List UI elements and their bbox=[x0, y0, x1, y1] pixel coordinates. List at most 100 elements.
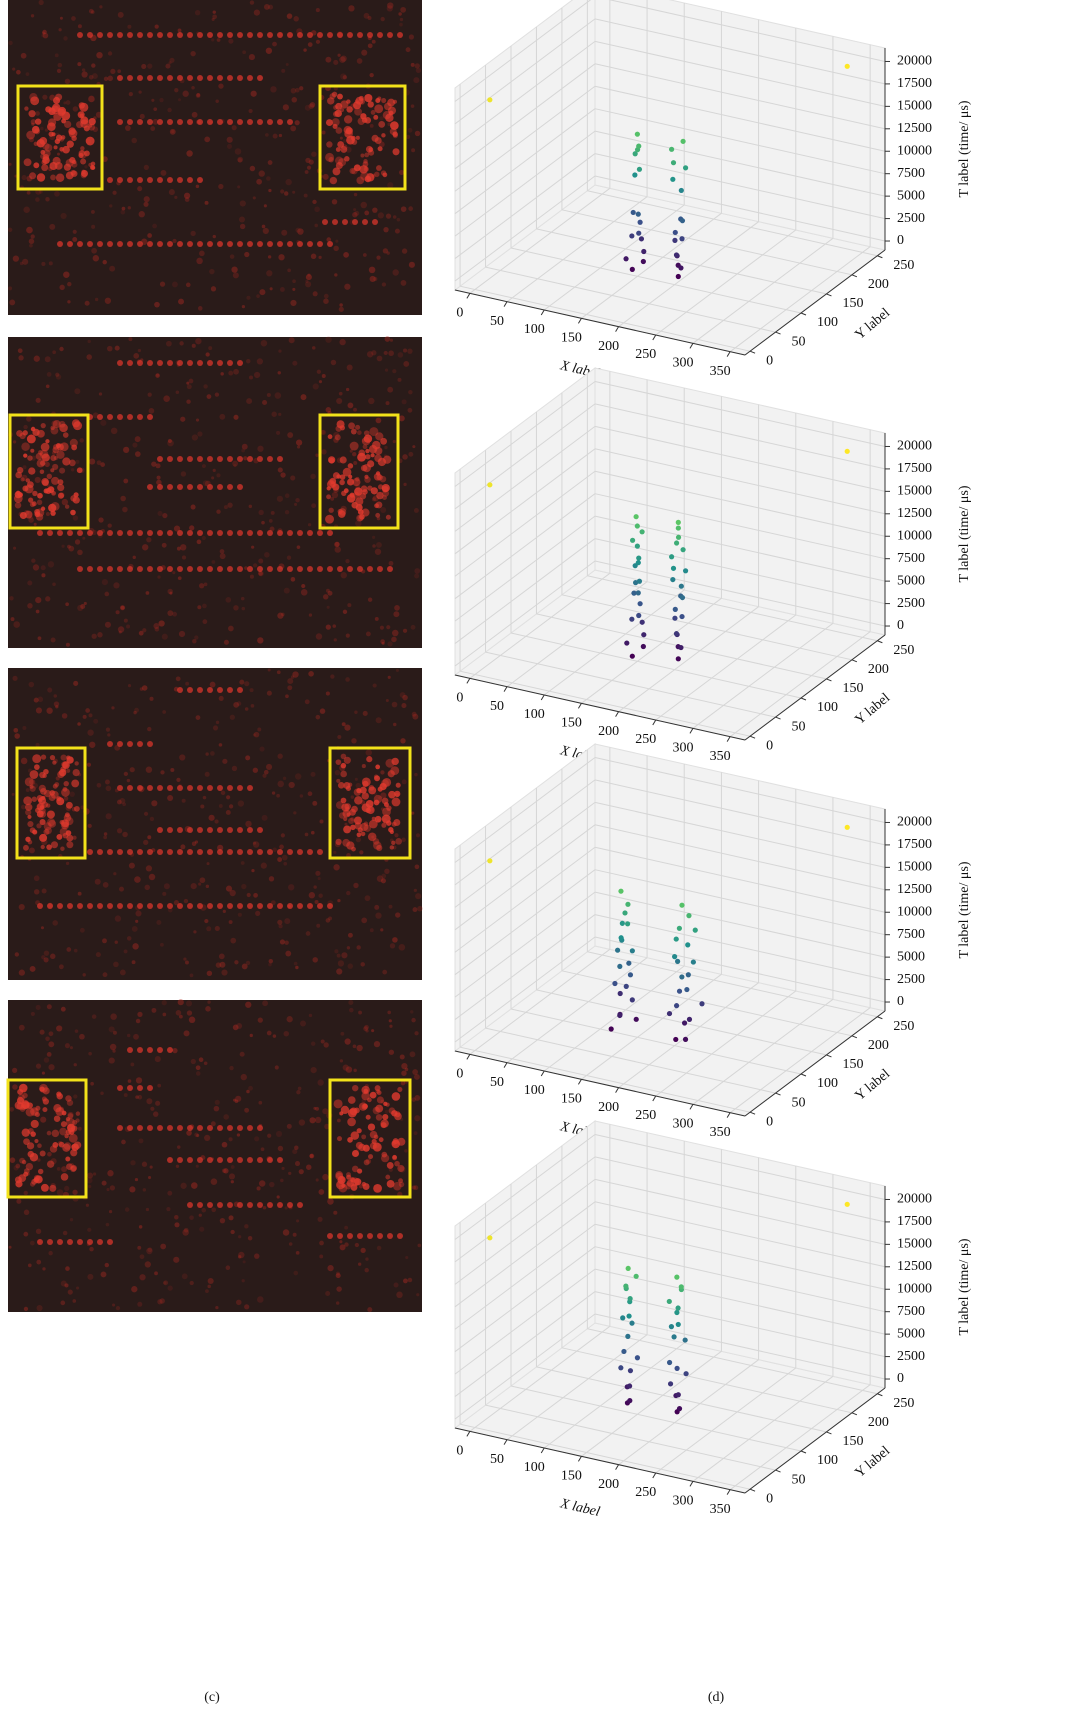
event-dot bbox=[117, 849, 123, 855]
event-dot bbox=[345, 677, 350, 682]
event-dot bbox=[36, 1063, 41, 1068]
event-dot bbox=[245, 755, 250, 760]
event-dot bbox=[116, 610, 120, 614]
event-dot bbox=[293, 1233, 297, 1237]
event-dot bbox=[107, 849, 113, 855]
event-dot bbox=[248, 1086, 253, 1091]
event-dot bbox=[51, 491, 56, 496]
event-dot bbox=[368, 398, 374, 404]
event-dot bbox=[332, 219, 338, 225]
event-dot bbox=[259, 1180, 266, 1187]
event-dot bbox=[62, 713, 68, 719]
event-dot bbox=[356, 515, 363, 522]
event-dot bbox=[336, 801, 344, 809]
event-dot bbox=[36, 1260, 41, 1265]
event-dot bbox=[137, 119, 143, 125]
event-dot bbox=[157, 456, 163, 462]
event-dot bbox=[157, 476, 161, 480]
event-dot bbox=[153, 107, 157, 111]
event-dot bbox=[228, 371, 233, 376]
event-dot bbox=[150, 1107, 154, 1111]
event-dot bbox=[18, 355, 23, 360]
event-dot bbox=[323, 174, 329, 180]
event-dot bbox=[330, 93, 336, 99]
event-dot bbox=[87, 1274, 93, 1280]
event-dot bbox=[376, 165, 382, 171]
tick-mark bbox=[653, 335, 656, 340]
data-point bbox=[679, 584, 684, 589]
event-dot bbox=[390, 845, 394, 849]
event-dot bbox=[326, 141, 332, 147]
event-dot bbox=[277, 496, 283, 502]
event-dot bbox=[227, 530, 233, 536]
event-dot bbox=[213, 725, 218, 730]
event-dot bbox=[167, 1157, 173, 1163]
event-dot bbox=[73, 497, 80, 504]
event-dot bbox=[374, 1041, 380, 1047]
event-dot bbox=[192, 434, 198, 440]
event-dot bbox=[49, 1031, 54, 1036]
event-dot bbox=[403, 1279, 408, 1284]
event-dot bbox=[357, 32, 363, 38]
event-dot bbox=[408, 1278, 413, 1283]
event-dot bbox=[133, 556, 136, 559]
event-dot bbox=[271, 412, 276, 417]
event-dot bbox=[47, 530, 53, 536]
event-dot bbox=[39, 772, 45, 778]
event-dot bbox=[272, 791, 275, 794]
event-dot bbox=[87, 1228, 91, 1232]
event-dot bbox=[286, 63, 289, 66]
event-dot bbox=[197, 1125, 203, 1131]
event-dot bbox=[127, 936, 132, 941]
event-dot bbox=[194, 635, 198, 639]
event-dot bbox=[344, 823, 347, 826]
event-dot bbox=[207, 785, 213, 791]
event-dot bbox=[197, 431, 202, 436]
event-dot bbox=[319, 380, 322, 383]
event-dot bbox=[47, 372, 52, 377]
event-dot bbox=[406, 135, 410, 139]
event-dot bbox=[282, 855, 288, 861]
event-dot bbox=[32, 429, 39, 436]
x-tick-label: 0 bbox=[456, 1067, 463, 1082]
event-dot bbox=[243, 1260, 246, 1263]
event-dot bbox=[97, 783, 102, 788]
event-dot bbox=[356, 1142, 363, 1149]
event-dot bbox=[395, 912, 400, 917]
event-dot bbox=[76, 1286, 79, 1289]
event-dot bbox=[37, 1143, 42, 1148]
event-dot bbox=[23, 1232, 28, 1237]
event-dot bbox=[277, 1157, 283, 1163]
event-dot bbox=[375, 765, 380, 770]
event-dot bbox=[217, 903, 223, 909]
event-dot bbox=[127, 849, 133, 855]
data-point bbox=[670, 177, 675, 182]
event-dot bbox=[16, 1199, 21, 1204]
event-dot bbox=[189, 379, 194, 384]
event-dot bbox=[208, 346, 212, 350]
event-dot bbox=[387, 1011, 391, 1015]
y-tick-label: 50 bbox=[792, 719, 806, 734]
data-point bbox=[676, 535, 681, 540]
event-dot bbox=[19, 1025, 25, 1031]
z-tick-label: 20000 bbox=[897, 815, 932, 830]
event-dot bbox=[414, 889, 417, 892]
event-dot bbox=[99, 392, 102, 395]
event-dot bbox=[146, 537, 151, 542]
event-dot bbox=[402, 399, 407, 404]
event-dot bbox=[362, 509, 370, 517]
event-dot bbox=[181, 471, 186, 476]
event-dot bbox=[147, 484, 153, 490]
event-dot bbox=[340, 425, 345, 430]
event-dot bbox=[105, 779, 110, 784]
event-dot bbox=[392, 369, 396, 373]
event-dot bbox=[12, 68, 15, 71]
event-dot bbox=[197, 360, 203, 366]
event-dot bbox=[55, 53, 59, 57]
tick-mark bbox=[690, 1104, 693, 1109]
event-dot bbox=[257, 827, 263, 833]
event-dot bbox=[63, 101, 66, 104]
event-dot bbox=[267, 849, 273, 855]
tick-mark bbox=[877, 256, 882, 258]
event-dot bbox=[135, 920, 138, 923]
